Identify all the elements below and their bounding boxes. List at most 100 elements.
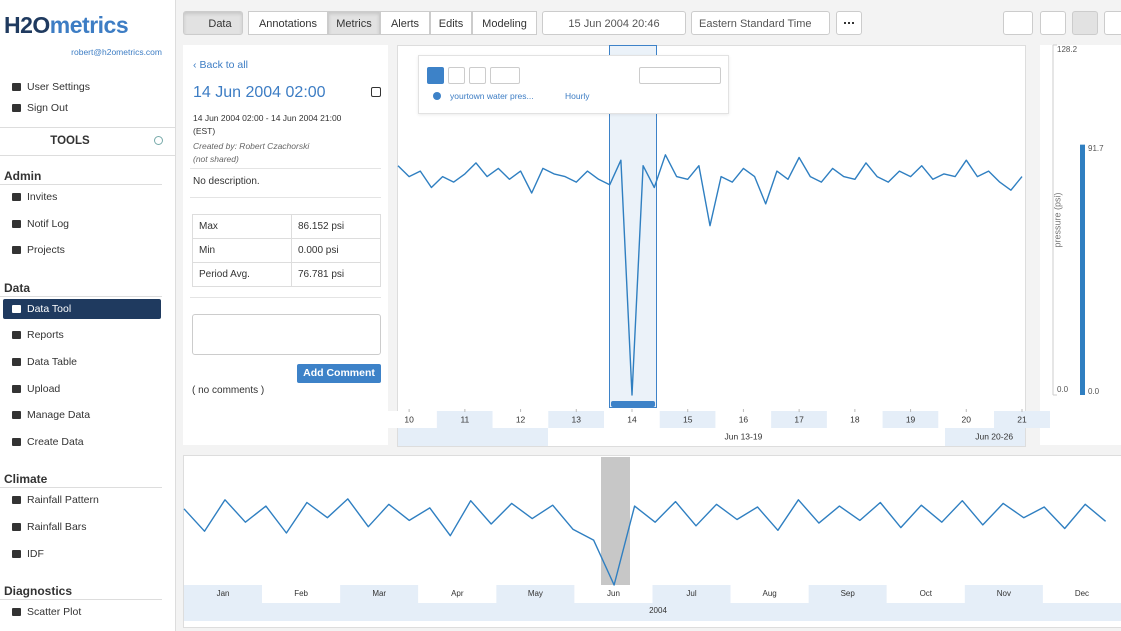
series-interval[interactable]: Hourly (565, 91, 590, 101)
section-heading: Diagnostics (4, 584, 73, 599)
nav-label: Notif Log (27, 217, 70, 230)
x-tick-label: Jul (686, 589, 696, 598)
divider (0, 599, 162, 601)
tab[interactable]: Edits (430, 11, 472, 35)
series-name[interactable]: yourtown water pres... (450, 91, 534, 101)
help-button[interactable] (1104, 11, 1121, 35)
axis-band (436, 411, 493, 428)
axis-band (262, 585, 341, 603)
nav-item[interactable]: Upload (3, 379, 161, 399)
edit-icon[interactable] (371, 87, 381, 97)
fit-button[interactable] (1072, 11, 1098, 35)
axis-band (715, 411, 772, 428)
shared: (not shared) (193, 154, 239, 164)
stat-value: 76.781 psi (291, 262, 381, 287)
toggle-button[interactable] (490, 67, 520, 84)
section-heading: Admin (4, 169, 42, 183)
nav-item[interactable]: Scatter Plot (3, 602, 161, 622)
x-tick-label: May (528, 589, 543, 598)
stat-name: Min (192, 238, 292, 263)
tools-settings-icon[interactable] (154, 136, 163, 145)
nav-label: Rainfall Pattern (27, 494, 99, 507)
nav-item[interactable]: Data Table (3, 352, 161, 372)
dots-icon (844, 22, 854, 26)
nav-item[interactable]: Create Data (3, 432, 161, 452)
crosshair-button[interactable] (1040, 11, 1066, 35)
gauge-bar (1080, 144, 1085, 395)
axis-band (938, 411, 995, 428)
add-comment-button[interactable]: Add Comment (297, 364, 381, 383)
axis-year-band (184, 603, 1121, 621)
logo-metrics: metrics (49, 12, 129, 38)
back-label: Back to all (199, 59, 248, 71)
tab[interactable]: Annotations (248, 11, 328, 35)
gauge-tick-label: 0.0 (1088, 387, 1100, 396)
stats-row: Max 86.152 psi (192, 214, 381, 239)
logo-h2o: H2O (4, 12, 50, 38)
stat-name: Max (192, 214, 292, 239)
x-tick-label: 10 (404, 414, 414, 424)
nav-item[interactable]: Data Tool (3, 298, 161, 319)
logo[interactable]: H2Ometrics (4, 12, 129, 39)
x-tick-label: 18 (850, 414, 860, 424)
contrast-button[interactable] (469, 67, 486, 84)
section-heading: Climate (4, 472, 48, 487)
series-tools[interactable] (639, 67, 721, 84)
range: 14 Jun 2004 02:00 - 14 Jun 2004 21:00 (193, 113, 342, 123)
chart-type-button[interactable] (1003, 11, 1033, 35)
nav-item[interactable]: Rainfall Pattern (3, 490, 161, 510)
x-tick-label: Aug (763, 589, 777, 598)
x-tick-label: 16 (739, 414, 749, 424)
series-actions[interactable] (669, 92, 709, 100)
nav-item[interactable]: Invites (3, 187, 161, 207)
description: No description. (193, 176, 260, 187)
tab[interactable]: Metrics (328, 11, 380, 35)
x-tick-label: Jan (217, 589, 230, 598)
icon (12, 496, 21, 505)
no-comments: ( no comments ) (192, 385, 265, 396)
timezone-select[interactable]: Eastern Standard Time (691, 11, 830, 35)
nav-label: Rainfall Bars (27, 521, 87, 533)
datetime-field[interactable]: 15 Jun 2004 20:46 (542, 11, 686, 35)
stat-name: Period Avg. (192, 262, 292, 287)
refresh-button[interactable] (448, 67, 465, 84)
nav-label: Projects (27, 244, 65, 257)
comment-input[interactable] (192, 314, 381, 355)
tab[interactable]: Data (183, 11, 243, 35)
sign-out-link[interactable]: Sign Out (12, 102, 68, 114)
timezone: (EST) (193, 126, 216, 136)
nav-item[interactable]: Projects (3, 240, 161, 260)
axis-week-band (945, 428, 1025, 446)
axis-band (496, 585, 575, 603)
divider (0, 155, 175, 156)
icon (12, 104, 21, 112)
tab[interactable]: Modeling (472, 11, 537, 35)
axis-band (886, 585, 965, 603)
sidebar: H2Ometrics robert@h2ometrics.com User Se… (0, 0, 176, 631)
user-settings-link[interactable]: User Settings (12, 81, 90, 93)
year-label: 2004 (649, 606, 667, 615)
x-tick-label: Sep (841, 589, 856, 598)
selection-handle (611, 401, 655, 407)
nav-item[interactable]: Manage Data (3, 405, 161, 425)
divider (190, 168, 381, 169)
divider (190, 197, 381, 198)
nav-item[interactable]: IDF (3, 544, 161, 564)
tab[interactable]: Alerts (380, 11, 430, 35)
back-link[interactable]: ‹ Back to all (193, 59, 248, 71)
stats-row: Period Avg. 76.781 psi (192, 262, 381, 287)
nav-item[interactable]: Rainfall Bars (3, 517, 161, 537)
stat-value: 86.152 psi (291, 214, 381, 239)
add-series-button[interactable] (427, 67, 444, 84)
nav-item[interactable]: Reports (3, 325, 161, 345)
nav-label: Manage Data (27, 409, 91, 422)
axis-band (574, 585, 653, 603)
more-button[interactable] (836, 11, 862, 35)
divider (0, 127, 175, 128)
axis-week-band (398, 428, 548, 446)
nav-label: Invites (27, 191, 58, 203)
icon (12, 608, 21, 617)
x-tick-label: Jun (607, 589, 620, 598)
nav-item[interactable]: Notif Log (3, 214, 161, 234)
